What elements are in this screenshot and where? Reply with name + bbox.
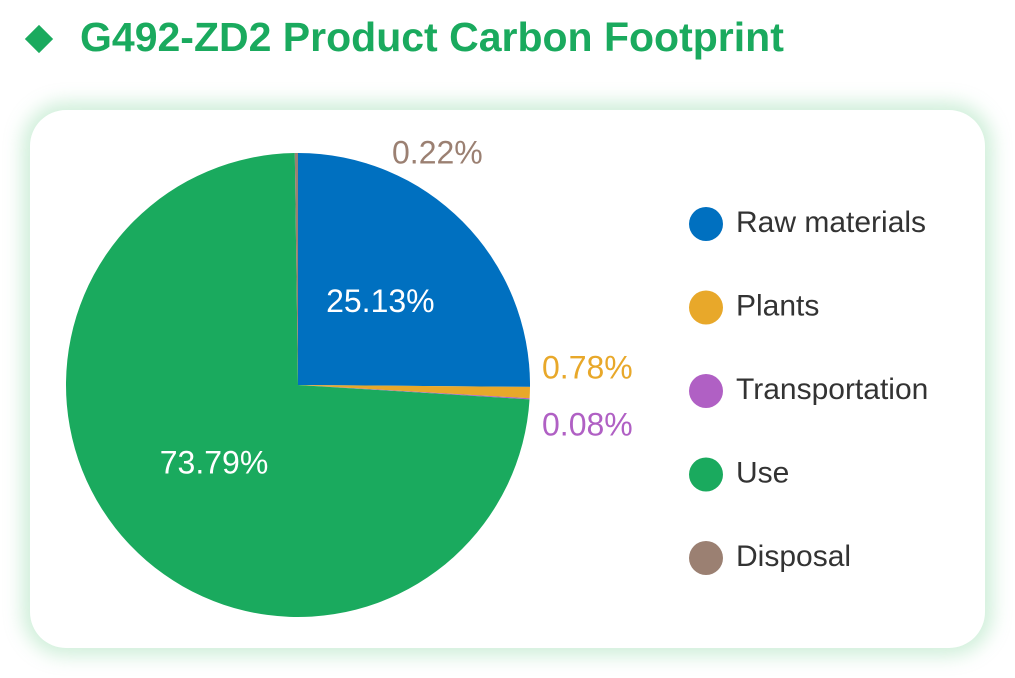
- pie-slice: [294, 153, 298, 385]
- data-label: 25.13%: [326, 283, 435, 319]
- title-icon: [24, 24, 54, 54]
- pie-slice: [298, 385, 530, 400]
- data-label: 0.08%: [542, 406, 633, 442]
- chart-title: G492-ZD2 Product Carbon Footprint: [80, 14, 784, 60]
- legend-label: Use: [736, 456, 789, 489]
- legend-label: Raw materials: [736, 206, 926, 239]
- data-label: 0.78%: [542, 349, 633, 385]
- pie-slice: [66, 153, 530, 618]
- pie-slice: [298, 153, 530, 387]
- legend-marker: [689, 374, 723, 408]
- legend-marker: [689, 541, 723, 575]
- legend-marker: [689, 457, 723, 492]
- legend-marker: [689, 207, 723, 241]
- legend-label: Disposal: [736, 540, 851, 573]
- data-label: 73.79%: [160, 444, 269, 480]
- data-label: 0.22%: [392, 134, 483, 170]
- legend-label: Transportation: [736, 373, 928, 406]
- legend-label: Plants: [736, 289, 819, 322]
- pie-slice: [298, 385, 530, 399]
- legend-marker: [689, 290, 723, 325]
